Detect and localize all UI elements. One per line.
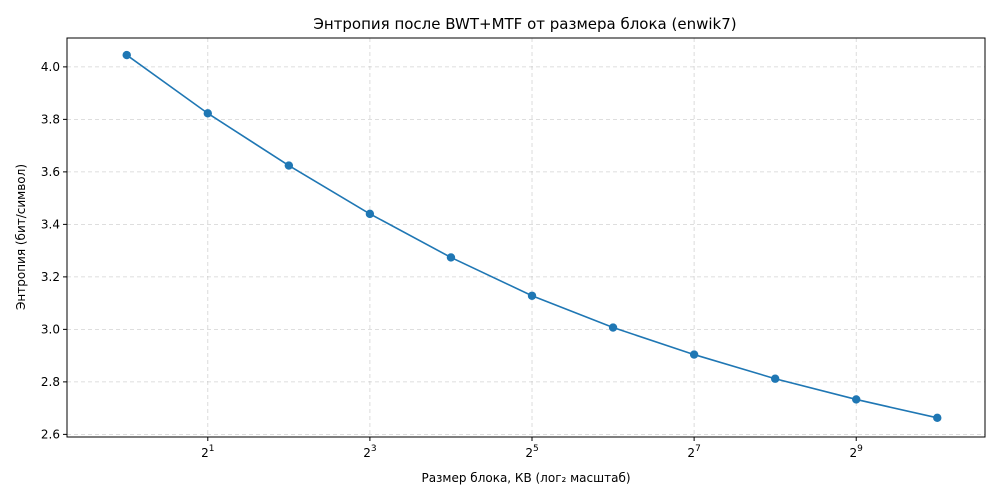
grid (67, 38, 985, 437)
data-point (608, 323, 618, 332)
data-points (122, 50, 942, 423)
data-point (527, 291, 537, 300)
data-point (446, 253, 456, 262)
y-axis-ticks: 2.6 2.8 3.0 3.2 3.4 3.6 3.8 4.0 (41, 60, 67, 441)
y-tick-label: 2.8 (41, 375, 60, 389)
data-point (770, 374, 780, 383)
plot-frame (66, 37, 986, 438)
y-tick-label: 4.0 (41, 60, 60, 74)
y-tick-label: 3.8 (41, 112, 60, 126)
data-point (365, 209, 375, 219)
data-point (852, 395, 861, 404)
x-tick-label: 21 (201, 444, 214, 460)
data-point (933, 413, 942, 423)
x-tick-label: 23 (363, 444, 376, 460)
y-tick-label: 2.6 (41, 427, 60, 441)
data-point (122, 50, 131, 60)
x-tick-label: 27 (687, 444, 700, 460)
data-point (689, 350, 699, 359)
y-tick-label: 3.4 (41, 217, 60, 231)
chart-title: Энтропия после BWT+MTF от размера блока … (313, 15, 736, 33)
x-tick-label: 25 (525, 444, 538, 460)
y-tick-label: 3.2 (41, 270, 60, 284)
x-axis-ticks: 21 23 25 27 29 (201, 437, 863, 460)
y-axis-label: Энтропия (бит/символ) (14, 164, 28, 310)
x-axis-label: Размер блока, КВ (лог₂ масштаб) (421, 471, 630, 485)
y-tick-label: 3.0 (41, 322, 60, 336)
y-tick-label: 3.6 (41, 165, 60, 179)
x-tick-label: 29 (850, 444, 864, 460)
data-point (203, 109, 212, 118)
data-point (284, 161, 294, 170)
